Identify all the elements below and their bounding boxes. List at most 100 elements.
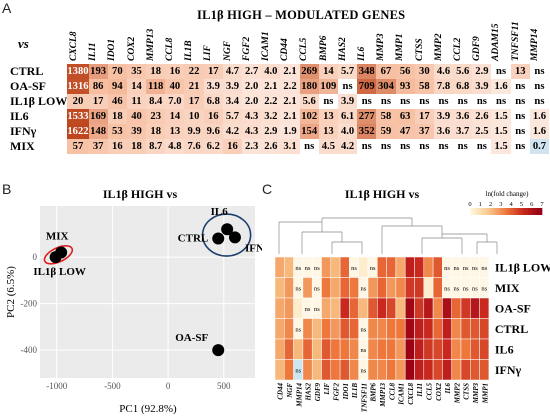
gene-table-cell: ns: [395, 139, 415, 154]
heatmap-cell: [321, 297, 332, 319]
gene-table-cell: 16: [203, 109, 223, 124]
gene-table-cell: 58: [376, 109, 396, 124]
pca-point-label: IL1β LOW: [33, 266, 86, 278]
gene-table-cell: 3.9: [203, 79, 223, 94]
pca-plot: IL1β HIGH vs -1000 -500 0 500 0 -200 -400 MIX I…: [5, 187, 262, 415]
gene-table-cell: 4.2: [337, 139, 358, 154]
gene-table-cell: 35: [126, 64, 147, 79]
heatmap-cell: [386, 277, 397, 299]
heatmap-col-label: CTSS: [463, 383, 471, 400]
legend-gradient-step: [472, 208, 476, 215]
gene-table-cell: 6.8: [203, 94, 223, 109]
heatmap-cell: [321, 277, 332, 299]
legend-gradient-step: [486, 208, 490, 215]
gene-table-row-label: IL1β LOW: [10, 94, 68, 108]
gene-table-cell: 70: [107, 64, 127, 79]
gene-header-label: BMP6: [318, 35, 329, 61]
heatmap-row-label: CTRL: [495, 322, 528, 336]
legend-tick: 4: [510, 201, 514, 208]
pca-ytick: 0: [33, 252, 38, 262]
gene-table-cell: 1.5: [491, 139, 511, 154]
gene-table-cell: 3.9: [337, 94, 358, 109]
heatmap-legend-title: ln(fold change): [486, 190, 530, 198]
heatmap-ns-label: ns: [453, 265, 459, 272]
gene-table-cell: ns: [510, 109, 530, 124]
heatmap-cell: [404, 318, 415, 340]
gene-table-cell: 2.2: [280, 79, 300, 94]
heatmap-cell: [377, 318, 387, 340]
gene-table-cell: ns: [491, 94, 511, 109]
heatmap-cell: [349, 338, 359, 360]
gene-table-cell: 3.9: [222, 79, 243, 94]
gene-table-cell: 4.3: [242, 124, 262, 139]
heatmap-cell: [330, 338, 341, 360]
heatmap-ns-label: ns: [360, 285, 366, 292]
legend-gradient-step: [520, 208, 524, 215]
gene-table-cell: 1316: [67, 79, 89, 94]
gene-table-cell: 58: [414, 79, 434, 94]
gene-table-cell: ns: [318, 94, 338, 109]
gene-table-cell: 3.7: [453, 124, 473, 139]
legend-gradient-step: [527, 208, 531, 215]
heatmap-col-label: NGF: [286, 383, 294, 399]
heatmap-ns-label: ns: [463, 285, 469, 292]
heatmap-cell: [395, 359, 406, 381]
legend-gradient-step: [525, 208, 528, 215]
gene-table-cell: 14: [165, 109, 185, 124]
gene-header-label: COX2: [126, 36, 137, 61]
heatmap-cell: [404, 297, 415, 319]
gene-header-label: FGF2: [241, 36, 252, 61]
legend-gradient-step: [503, 208, 507, 215]
gene-table-cell: ns: [299, 139, 319, 154]
gene-table-cell: 4.0: [337, 124, 358, 139]
gene-header-label: CTSS: [414, 38, 425, 61]
heatmap-cell: [451, 338, 462, 360]
gene-table-cell: ns: [472, 94, 492, 109]
heatmap-cell: [395, 256, 406, 278]
heatmap-ns-label: ns: [463, 265, 469, 272]
gene-table-cell: ns: [453, 139, 473, 154]
heatmap-cell: [423, 277, 434, 299]
pca-ellipse-blue: [201, 213, 252, 257]
vs-label: vs: [18, 36, 29, 51]
heatmap-cell: [302, 318, 313, 340]
heatmap-ns-label: ns: [314, 306, 320, 313]
legend-gradient-step: [470, 208, 473, 215]
heatmap-cell: [349, 277, 359, 299]
gene-header-label: MMP1: [395, 33, 406, 61]
gene-header-label: CCL5: [299, 37, 310, 61]
gene-table-cell: 148: [88, 124, 108, 139]
heatmap-ns-label: ns: [351, 265, 357, 272]
gene-table-cell: 10: [184, 109, 204, 124]
legend-gradient-step: [537, 208, 540, 215]
gene-table-cell: 56: [395, 64, 415, 79]
heatmap-col-label: CCL8: [388, 383, 396, 401]
heatmap-cell: [293, 297, 304, 319]
gene-table-cell: 6.8: [453, 79, 473, 94]
heatmap-ns-label: ns: [314, 285, 320, 292]
gene-table-cell: 4.6: [433, 64, 454, 79]
heatmap-cell: [442, 318, 452, 340]
gene-table-cell: ns: [529, 94, 550, 109]
gene-table-cell: 5.7: [337, 64, 358, 79]
gene-table-cell: 18: [146, 124, 166, 139]
gene-table-cell: ns: [510, 124, 530, 139]
heatmap-ns-label: ns: [295, 367, 301, 374]
pca-points: MIX IL1β LOW IL6 CTRL IFNγ OA-SF: [33, 206, 262, 357]
heatmap-ns-label: ns: [295, 265, 301, 272]
heatmap-cell: [377, 277, 387, 299]
heatmap-cell: [339, 318, 350, 340]
heatmap-row-label: MIX: [495, 281, 520, 295]
gene-table-cell: 8.7: [146, 139, 166, 154]
heatmap-col-labels: CD44 NGF MMP14 HAS2 GDF9 LIF FGF2 IDO1 IL1B TNFSF…: [277, 383, 490, 413]
gene-table-cell: ns: [357, 139, 377, 154]
gene-table-cell: 16: [165, 64, 185, 79]
legend-gradient-step: [482, 208, 485, 215]
pca-point-label: CTRL: [178, 233, 209, 245]
pca-ytick: -400: [21, 345, 38, 355]
heatmap-cell: [321, 359, 332, 381]
gene-table-cell: ns: [395, 94, 415, 109]
heatmap-cell: [470, 318, 480, 340]
gene-header-label: IL11: [88, 42, 99, 61]
heatmap-col-label: MMP3: [472, 383, 480, 405]
